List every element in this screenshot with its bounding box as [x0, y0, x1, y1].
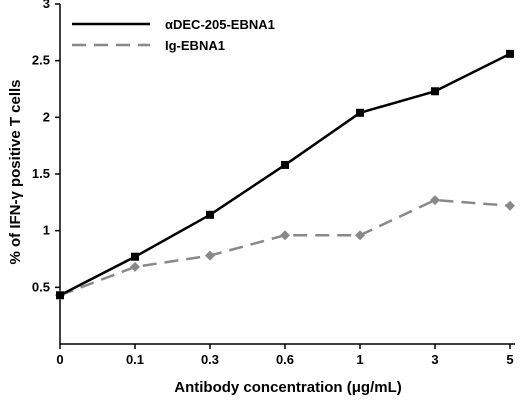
y-tick-label: 2: [43, 109, 50, 124]
x-tick-label: 0.6: [276, 352, 294, 367]
y-tick-label: 2.5: [32, 53, 50, 68]
data-point-series-1: [131, 252, 139, 261]
x-ticks: 0 0.1 0.3 0.6 1 3 5: [56, 344, 514, 367]
legend: αDEC-205-EBNA1 Ig-EBNA1: [72, 17, 275, 53]
axes: [59, 4, 515, 345]
series-line-2: [59, 198, 511, 297]
data-point-series-2: [505, 200, 515, 211]
legend-label-series-2: Ig-EBNA1: [165, 38, 225, 53]
data-point-series-1: [431, 87, 439, 96]
y-tick-label: 3: [43, 0, 50, 11]
data-point-series-1: [356, 108, 364, 117]
y-tick-label: 1: [43, 223, 50, 238]
y-axis-label: % of IFN-γ positive T cells: [7, 79, 24, 264]
data-point-series-2: [430, 195, 440, 206]
x-tick-label: 5: [506, 352, 513, 367]
series-layer: [55, 49, 515, 301]
x-tick-label: 3: [431, 352, 438, 367]
data-point-series-1: [281, 160, 289, 169]
data-point-series-1: [206, 210, 214, 219]
series-line-1: [59, 52, 511, 297]
data-point-series-2: [280, 230, 290, 241]
legend-label-series-1: αDEC-205-EBNA1: [165, 17, 275, 32]
data-point-series-2: [130, 261, 140, 272]
y-tick-label: 1.5: [32, 166, 50, 181]
x-axis-label: Antibody concentration (μg/mL): [174, 379, 402, 396]
data-point-series-2: [205, 250, 215, 261]
data-point-series-1: [56, 291, 64, 300]
x-tick-label: 0.3: [201, 352, 219, 367]
data-point-series-1: [506, 49, 514, 58]
x-tick-label: 1: [356, 352, 363, 367]
x-tick-label: 0: [56, 352, 63, 367]
data-point-series-2: [355, 230, 365, 241]
x-tick-label: 0.1: [126, 352, 144, 367]
y-ticks: 0.5 1 1.5 2 2.5 3: [32, 0, 60, 294]
y-tick-label: 0.5: [32, 279, 50, 294]
